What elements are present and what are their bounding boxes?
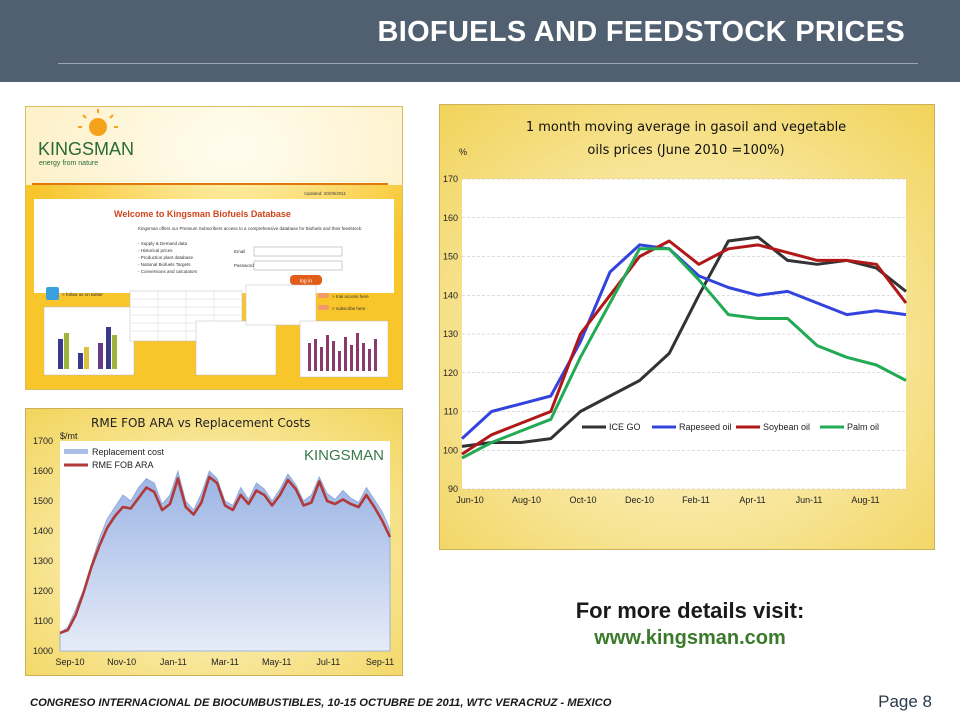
- rme-y-tick-label: 1700: [33, 436, 53, 446]
- email-label: Email: [234, 249, 245, 254]
- rme-y-tick-label: 1300: [33, 556, 53, 566]
- rme-y-tick-label: 1500: [33, 496, 53, 506]
- rme-chart: RME FOB ARA vs Replacement Costs $/mt KI…: [26, 409, 402, 675]
- rme-fob-ara-line: [59, 475, 392, 635]
- rme-legend: Replacement cost RME FOB ARA: [64, 447, 165, 470]
- password-field[interactable]: [253, 260, 343, 271]
- rme-title: RME FOB ARA vs Replacement Costs: [91, 416, 310, 430]
- header-divider: [58, 63, 918, 64]
- twitter-icon[interactable]: [46, 287, 59, 300]
- mavg-y-tick-label: 120: [443, 368, 458, 378]
- mini-side-table: [245, 284, 317, 326]
- mavg-legend-label: ICE GO: [609, 422, 641, 432]
- feature-list: - Supply & Demand data - Historical pric…: [138, 241, 198, 274]
- login-button[interactable]: [290, 275, 322, 285]
- rme-watermark: KINGSMAN: [304, 447, 384, 464]
- mini-bar-group: [58, 327, 117, 369]
- database-screenshot: KINGSMAN energy from nature Updated: 20/…: [25, 106, 403, 390]
- mavg-y-tick-label: 170: [443, 174, 458, 184]
- mavg-legend-label: Palm oil: [847, 422, 879, 432]
- rme-legend-label: RME FOB ARA: [92, 460, 154, 470]
- rme-y-tick-label: 1200: [33, 586, 53, 596]
- header-bar: BIOFUELS AND FEEDSTOCK PRICES: [0, 0, 960, 82]
- feature-item: - Supply & Demand data: [138, 241, 188, 246]
- mavg-series-line: [461, 239, 908, 456]
- mavg-x-tick-label: Oct-10: [569, 495, 596, 505]
- rme-legend-swatch-replacement: [64, 449, 88, 454]
- rme-x-tick-label: Mar-11: [211, 657, 239, 667]
- mavg-series-line: [461, 235, 907, 448]
- rme-x-tick-label: May-11: [262, 657, 291, 667]
- email-field[interactable]: [253, 246, 343, 257]
- database-screenshot-graphic: KINGSMAN energy from nature Updated: 20/…: [26, 107, 402, 389]
- moving-average-chart-panel: 1 month moving average in gasoil and veg…: [439, 104, 935, 550]
- mavg-x-tick-label: Aug-10: [512, 495, 541, 505]
- logo-name: KINGSMAN: [38, 139, 134, 159]
- updated-date: Updated: 20/09/2011: [304, 191, 346, 196]
- mavg-x-tick-label: Aug-11: [851, 495, 879, 505]
- mavg-x-tick-label: Jun-11: [796, 495, 823, 505]
- slide-title: BIOFUELS AND FEEDSTOCK PRICES: [377, 16, 905, 48]
- rme-legend-label: Replacement cost: [92, 447, 165, 457]
- rme-chart-panel: RME FOB ARA vs Replacement Costs $/mt KI…: [25, 408, 403, 676]
- intro-text: Kingsman offers our Premium Subscribers …: [138, 226, 362, 231]
- mavg-x-tick-label: Apr-11: [739, 495, 765, 505]
- mavg-y-tick-label: 160: [443, 213, 458, 223]
- mavg-legend-label: Rapeseed oil: [679, 422, 732, 432]
- mavg-title-line-1: 1 month moving average in gasoil and veg…: [526, 120, 846, 135]
- mavg-series-line: [461, 247, 907, 460]
- rme-x-tick-label: Jan-11: [160, 657, 187, 667]
- feature-item: - Conversions and calculators: [138, 269, 198, 274]
- page-number: Page 8: [878, 692, 932, 711]
- password-label: Password: [234, 263, 254, 268]
- mavg-y-tick-label: 150: [443, 252, 458, 262]
- mavg-x-tick-label: Jun-10: [456, 495, 484, 505]
- feature-item: - Historical prices: [138, 248, 173, 253]
- rme-y-tick-label: 1400: [33, 526, 53, 536]
- welcome-heading: Welcome to Kingsman Biofuels Database: [114, 209, 291, 219]
- moving-average-chart: 1 month moving average in gasoil and veg…: [440, 105, 934, 549]
- rme-y-tick-label: 1000: [33, 646, 53, 656]
- feature-item: - National Biofuels Targets: [138, 262, 191, 267]
- mini-column-group: [308, 333, 377, 371]
- footer-conference: CONGRESO INTERNACIONAL DE BIOCUMBUSTIBLE…: [30, 697, 612, 709]
- mavg-y-tick-label: 130: [443, 329, 458, 339]
- visit-heading: For more details visit:: [575, 598, 805, 623]
- mavg-x-tick-label: Feb-11: [682, 495, 710, 505]
- trial-link[interactable]: > trial access here: [332, 294, 369, 299]
- twitter-link[interactable]: > follow us on twitter: [62, 292, 103, 297]
- rme-y-tick-label: 1600: [33, 466, 53, 476]
- subscribe-button-icon[interactable]: [318, 305, 329, 310]
- rme-x-tick-label: Jul-11: [316, 657, 340, 667]
- mavg-legend: ICE GO Rapeseed oil Soybean oil Palm oil: [582, 422, 879, 432]
- mavg-x-tick-label: Dec-10: [625, 495, 654, 505]
- rme-x-tick-label: Sep-10: [55, 657, 84, 667]
- feature-item: - Production plant database: [138, 255, 194, 260]
- login-button-label: log in: [300, 279, 312, 285]
- website-link[interactable]: www.kingsman.com: [594, 627, 786, 649]
- rme-x-tick-label: Sep-11: [366, 657, 394, 667]
- rme-y-unit: $/mt: [60, 431, 78, 441]
- trial-button-icon[interactable]: [318, 293, 329, 298]
- replacement-cost-area: [59, 469, 391, 652]
- mavg-y-tick-label: 90: [448, 484, 458, 494]
- mavg-title-line-2: oils prices (June 2010 =100%): [587, 143, 784, 158]
- mavg-legend-label: Soybean oil: [763, 422, 810, 432]
- logo-tagline: energy from nature: [39, 160, 98, 167]
- mini-flag-table: [195, 320, 277, 376]
- sun-logo-icon: [78, 109, 118, 136]
- mavg-y-unit: %: [459, 147, 467, 157]
- mavg-y-tick-label: 140: [443, 290, 458, 300]
- visit-callout: For more details visit: www.kingsman.com: [500, 598, 880, 650]
- mavg-y-tick-label: 110: [444, 407, 458, 417]
- rme-x-tick-label: Nov-10: [107, 657, 136, 667]
- rme-y-tick-label: 1100: [34, 616, 53, 626]
- subscribe-link[interactable]: > subscribe here: [332, 306, 366, 311]
- mavg-y-tick-label: 100: [443, 445, 458, 455]
